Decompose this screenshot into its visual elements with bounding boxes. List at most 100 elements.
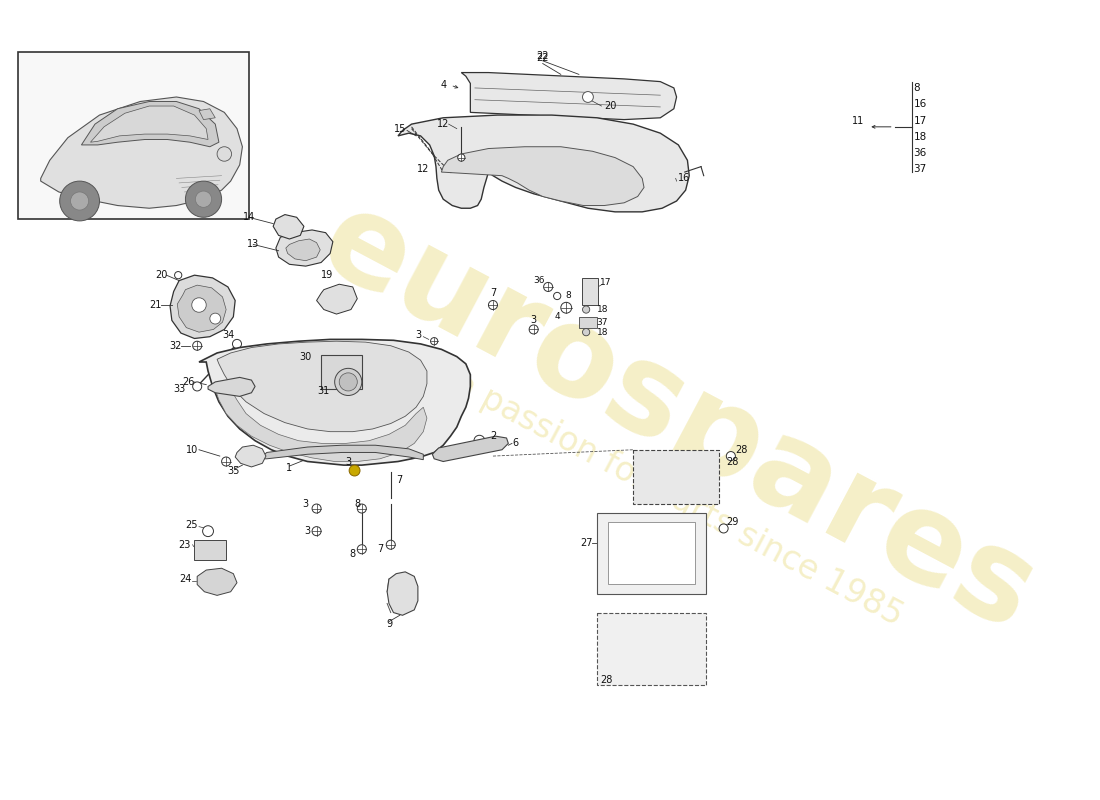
Circle shape (619, 630, 628, 640)
Text: 20: 20 (604, 101, 617, 111)
Circle shape (488, 301, 497, 310)
Circle shape (339, 373, 358, 391)
Circle shape (583, 306, 590, 313)
Text: 3: 3 (345, 457, 351, 466)
Bar (579, 317, 597, 328)
Polygon shape (273, 214, 304, 239)
Polygon shape (208, 378, 255, 396)
Circle shape (191, 298, 206, 312)
Polygon shape (441, 146, 644, 206)
Text: 3: 3 (305, 526, 310, 536)
Text: 34: 34 (222, 330, 234, 340)
Text: 15: 15 (394, 124, 406, 134)
Text: 12: 12 (437, 119, 450, 129)
Circle shape (553, 292, 561, 299)
Circle shape (474, 435, 485, 446)
Text: 8: 8 (354, 499, 361, 509)
Bar (634, 450, 719, 504)
Text: 10: 10 (186, 445, 198, 454)
Polygon shape (216, 389, 427, 462)
Circle shape (719, 524, 728, 533)
Circle shape (210, 313, 221, 324)
Text: 16: 16 (679, 174, 691, 183)
Text: 29: 29 (726, 517, 739, 527)
Bar (597, 613, 705, 685)
Polygon shape (170, 275, 235, 338)
Text: 24: 24 (179, 574, 191, 584)
Polygon shape (217, 342, 427, 432)
Text: 2: 2 (490, 431, 496, 441)
Polygon shape (81, 102, 219, 146)
Text: 1: 1 (286, 463, 293, 473)
Text: 7: 7 (377, 544, 383, 554)
Text: 31: 31 (318, 386, 330, 396)
Polygon shape (90, 106, 208, 142)
Text: 17: 17 (601, 278, 612, 287)
Text: 36: 36 (914, 148, 927, 158)
Text: 23: 23 (178, 540, 190, 550)
Bar (195, 540, 227, 560)
Circle shape (192, 382, 201, 391)
Text: 28: 28 (726, 457, 739, 466)
Text: 11: 11 (851, 117, 864, 126)
Text: 18: 18 (596, 328, 608, 337)
Polygon shape (41, 97, 242, 208)
Text: 16: 16 (914, 99, 927, 110)
Text: 28: 28 (600, 675, 613, 686)
Text: 9: 9 (386, 619, 392, 630)
Circle shape (543, 282, 552, 291)
Circle shape (217, 146, 232, 162)
Text: 25: 25 (186, 520, 198, 530)
Circle shape (358, 504, 366, 513)
Text: 8: 8 (565, 291, 571, 301)
Circle shape (59, 181, 99, 221)
Polygon shape (262, 446, 424, 460)
Bar (597, 513, 705, 594)
Bar (18, 52, 249, 219)
Circle shape (349, 465, 360, 476)
Text: 3: 3 (302, 499, 309, 509)
Polygon shape (177, 285, 227, 332)
Text: 17: 17 (914, 115, 927, 126)
Bar (608, 522, 695, 584)
Text: 18: 18 (596, 305, 608, 314)
Text: 27: 27 (580, 538, 593, 548)
Text: 7: 7 (397, 474, 403, 485)
Circle shape (583, 329, 590, 336)
Circle shape (196, 191, 211, 207)
Circle shape (202, 526, 213, 537)
Polygon shape (317, 284, 358, 314)
Polygon shape (199, 109, 216, 119)
Text: 13: 13 (248, 239, 260, 250)
Text: 37: 37 (914, 164, 927, 174)
Text: 18: 18 (914, 132, 927, 142)
Circle shape (175, 271, 182, 278)
Text: 22: 22 (537, 53, 549, 63)
Text: 20: 20 (155, 270, 167, 280)
Polygon shape (398, 115, 690, 212)
Circle shape (192, 342, 201, 350)
Text: 3: 3 (530, 315, 537, 326)
Text: 6: 6 (513, 438, 518, 449)
Polygon shape (461, 73, 676, 119)
Circle shape (726, 451, 736, 461)
Circle shape (221, 457, 231, 466)
Circle shape (232, 339, 242, 349)
Polygon shape (276, 230, 333, 266)
Text: 37: 37 (596, 318, 608, 326)
Text: 21: 21 (150, 300, 162, 310)
Text: 3: 3 (415, 330, 421, 340)
Text: 8: 8 (350, 549, 355, 558)
Circle shape (312, 504, 321, 513)
Text: eurospares: eurospares (301, 179, 1056, 657)
Bar (321, 354, 362, 389)
Circle shape (312, 526, 321, 536)
Text: 7: 7 (490, 288, 496, 298)
Text: 4: 4 (440, 80, 447, 90)
Text: 22: 22 (537, 51, 549, 62)
Polygon shape (432, 436, 508, 462)
Polygon shape (197, 568, 236, 595)
Text: 30: 30 (299, 351, 312, 362)
Text: 4: 4 (554, 312, 560, 322)
Circle shape (358, 545, 366, 554)
